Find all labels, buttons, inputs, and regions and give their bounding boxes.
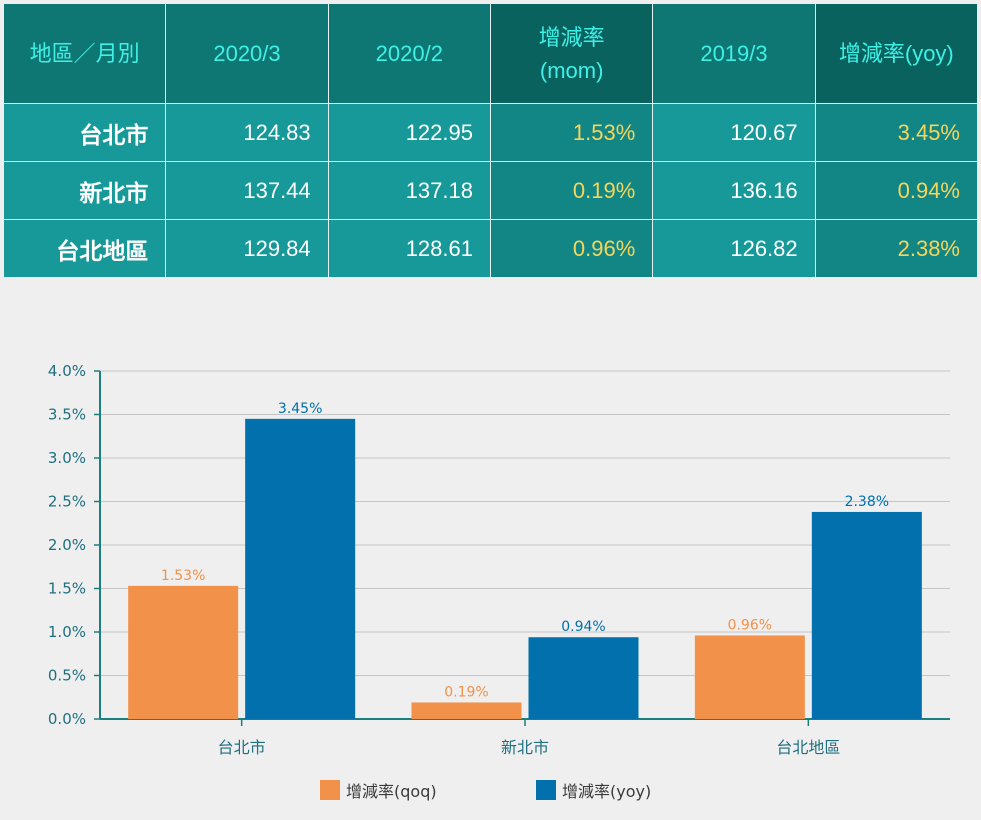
header-region: 地區／月別 [2,3,167,104]
data-label: 2.38% [845,494,889,510]
legend-label: 增減率(qoq) [346,782,437,801]
row-region: 台北市 [2,103,167,162]
y-tick-label: 0.0% [48,710,86,728]
bar [528,637,639,719]
cell-2020-2: 122.95 [327,103,491,162]
cell-mom: 0.96% [489,219,654,278]
table-row: 台北地區 129.84 128.61 0.96% 126.82 2.38% [2,219,979,278]
bar [411,702,522,719]
cell-2020-2: 128.61 [327,219,491,278]
cell-2019-3: 120.67 [652,103,816,162]
data-label: 0.94% [561,619,605,635]
header-yoy: 增減率(yoy) [814,3,979,104]
rates-table: 地區／月別 2020/3 2020/2 增減率 (mom) 2019/3 增減率… [2,3,979,278]
data-label: 3.45% [278,401,322,417]
data-label: 0.96% [728,617,772,633]
y-tick-label: 1.0% [48,623,86,641]
y-tick-label: 0.5% [48,667,86,685]
cell-2020-3: 137.44 [165,161,329,220]
data-label: 0.19% [444,684,488,700]
header-2020-3: 2020/3 [165,3,329,104]
cell-mom: 0.19% [489,161,654,220]
x-tick-label: 台北地區 [776,738,840,757]
cell-yoy: 3.45% [814,103,979,162]
header-2019-3: 2019/3 [652,3,816,104]
y-tick-label: 4.0% [48,362,86,380]
cell-2020-3: 129.84 [165,219,329,278]
y-tick-label: 3.0% [48,449,86,467]
table-row: 台北市 124.83 122.95 1.53% 120.67 3.45% [2,103,979,162]
bar [128,585,239,719]
table-row: 新北市 137.44 137.18 0.19% 136.16 0.94% [2,161,979,220]
x-tick-label: 新北市 [501,738,549,757]
cell-yoy: 2.38% [814,219,979,278]
cell-2020-3: 124.83 [165,103,329,162]
y-tick-label: 2.0% [48,536,86,554]
cell-2019-3: 126.82 [652,219,816,278]
cell-2019-3: 136.16 [652,161,816,220]
bar [811,511,922,719]
y-tick-label: 3.5% [48,406,86,424]
cell-yoy: 0.94% [814,161,979,220]
data-label: 1.53% [161,568,205,584]
y-tick-label: 2.5% [48,493,86,511]
header-2020-2: 2020/2 [327,3,491,104]
bar [694,635,805,719]
cell-mom: 1.53% [489,103,654,162]
x-tick-label: 台北市 [218,738,266,757]
legend-label: 增減率(yoy) [562,782,651,801]
row-region: 新北市 [2,161,167,220]
y-tick-label: 1.5% [48,580,86,598]
legend-swatch [320,780,340,800]
cell-2020-2: 137.18 [327,161,491,220]
bar-chart: 0.0% 0.5% 1.0% 1.5% 2.0% 2.5% 3.0% 3.5% 4.0% 1.53… [48,362,950,801]
bar [245,418,356,719]
header-mom: 增減率 (mom) [489,3,654,104]
table-header-row: 地區／月別 2020/3 2020/2 增減率 (mom) 2019/3 增減率… [2,3,979,104]
row-region: 台北地區 [2,219,167,278]
legend-swatch [536,780,556,800]
